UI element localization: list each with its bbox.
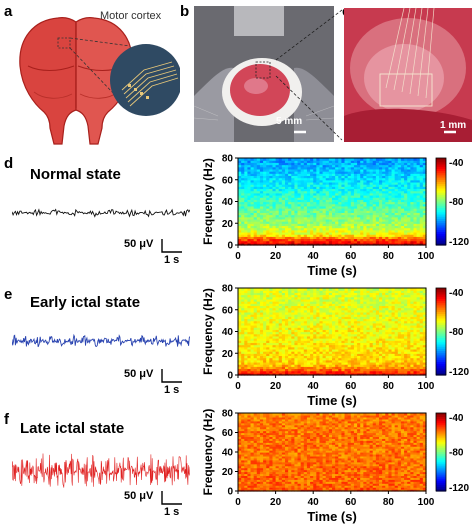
scale-bar-normal [161,239,182,253]
electrode-closeup-photo [344,8,472,142]
scale-bar-5mm: 5 mm [276,116,303,127]
colorbar [435,287,447,376]
time-scale-late: 1 s [164,506,180,518]
y-tick-label: 80 [222,154,234,165]
time-scale-early: 1 s [164,384,180,396]
y-tick-label: 40 [222,448,234,459]
x-tick-label: 80 [383,497,395,508]
eeg-trace-early-ictal [12,333,190,348]
x-axis-label: Time (s) [307,393,357,408]
panel-d-label: d [4,155,14,172]
x-tick-label: 60 [345,251,357,262]
amp-scale-late: 50 μV [124,490,154,502]
x-tick-label: 100 [418,251,435,262]
zoom-connector [275,9,343,141]
y-tick-label: 20 [222,349,234,360]
amp-scale-normal: 50 μV [124,238,154,250]
amp-scale-early: 50 μV [124,368,154,380]
scale-bar-early [161,369,182,383]
x-tick-label: 0 [235,497,241,508]
x-tick-label: 80 [383,251,395,262]
x-tick-label: 60 [345,381,357,392]
x-tick-label: 40 [308,251,320,262]
eeg-trace-late-ictal [12,453,190,488]
spectrogram-cells [238,413,427,492]
eeg-trace-line [12,453,190,488]
x-tick-label: 0 [235,251,241,262]
spectrogram-late-ictal: 0 20 40 60 80 100 0 20 40 60 80 Time (s) Frequency (… [194,405,474,531]
y-tick-label: 40 [222,197,234,208]
x-axis-label: Time (s) [307,263,357,278]
panel-a-label: a [4,3,13,20]
early-ictal-title: Early ictal state [30,294,141,311]
x-tick-label: 0 [235,381,241,392]
spectrogram-early-ictal: 0 20 40 60 80 100 0 20 40 60 80 Time (s) Frequency (… [194,280,474,415]
time-scale-normal: 1 s [164,254,180,266]
y-tick-label: 80 [222,284,234,295]
y-axis-label: Frequency (Hz) [201,288,215,375]
x-tick-label: 100 [418,381,435,392]
y-tick-label: 0 [227,487,233,498]
x-tick-label: 20 [270,251,282,262]
x-tick-label: 100 [418,497,435,508]
x-tick-label: 60 [345,497,357,508]
y-tick-label: 20 [222,219,234,230]
y-tick-label: 40 [222,327,234,338]
scale-bar-1mm: 1 mm [440,120,467,131]
colorbar-tick-label: -120 [449,237,469,248]
x-tick-label: 40 [308,497,320,508]
x-axis-label: Time (s) [307,509,357,524]
y-axis-label: Frequency (Hz) [201,409,215,496]
y-tick-label: 0 [227,241,233,252]
colorbar [435,412,447,492]
y-tick-label: 0 [227,371,233,382]
spectrogram-normal: 0 20 40 60 80 100 0 20 40 60 80 Time (s) Frequency (… [194,150,474,285]
colorbar [435,157,447,246]
motor-cortex-label: Motor cortex [100,10,162,22]
colorbar-tick-label: -40 [449,288,464,299]
rat-head-photo [194,6,334,142]
y-tick-label: 60 [222,305,234,316]
y-axis-label: Frequency (Hz) [201,158,215,245]
y-tick-label: 80 [222,409,234,420]
scale-bar-late [161,491,182,505]
brain-illustration [19,17,133,145]
colorbar-tick-label: -120 [449,483,469,494]
panel-e-label: e [4,286,13,303]
eeg-trace-line [12,208,190,218]
colorbar-tick-label: -80 [449,448,464,459]
eeg-trace-line [12,333,190,348]
electrode-zoom-circle [110,44,180,116]
colorbar-tick-label: -80 [449,327,464,338]
y-tick-label: 60 [222,175,234,186]
x-tick-label: 40 [308,381,320,392]
spectrogram-cells [238,158,427,246]
spectrogram-cells [238,288,427,376]
colorbar-tick-label: -40 [449,413,464,424]
colorbar-tick-label: -80 [449,197,464,208]
y-tick-label: 60 [222,428,234,439]
brain-schematic [4,8,180,148]
x-tick-label: 20 [270,497,282,508]
panel-f-label: f [4,411,9,428]
late-ictal-title: Late ictal state [20,420,125,437]
eeg-trace-normal [12,208,190,218]
x-tick-label: 80 [383,381,395,392]
colorbar-tick-label: -120 [449,367,469,378]
normal-state-title: Normal state [30,166,121,183]
colorbar-tick-label: -40 [449,158,464,169]
x-tick-label: 20 [270,381,282,392]
panel-b-label: b [180,3,190,20]
y-tick-label: 20 [222,467,234,478]
